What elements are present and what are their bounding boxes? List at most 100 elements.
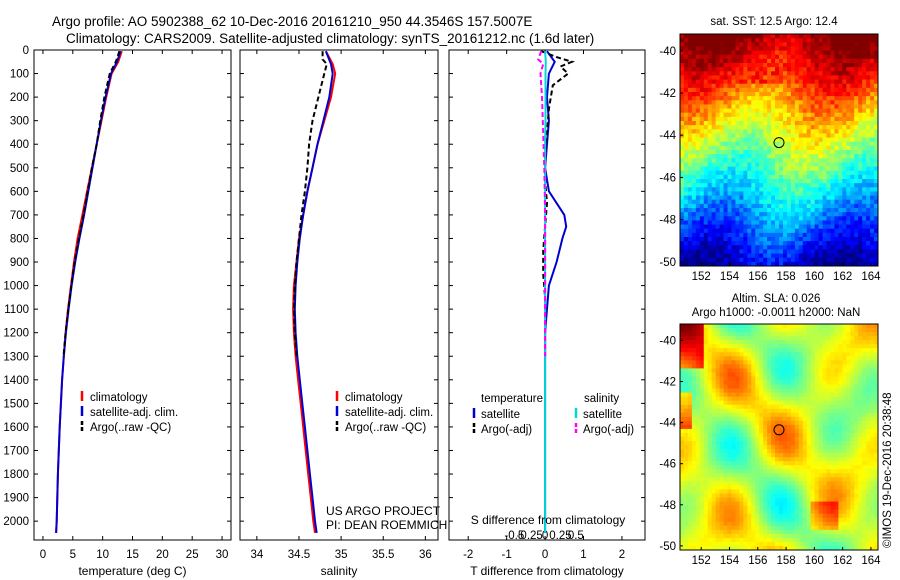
map-cell [786, 158, 792, 163]
map-cell [775, 208, 780, 213]
map-cell [735, 174, 740, 180]
map-cell [782, 183, 788, 188]
map-cell [687, 257, 693, 263]
map-cell [715, 83, 720, 89]
map-cell [794, 154, 800, 159]
map-cell [862, 75, 867, 80]
map-cell [755, 212, 760, 217]
map-cell [814, 372, 819, 377]
map-cell [763, 388, 768, 394]
map-cell [695, 473, 701, 478]
map-cell [838, 328, 843, 333]
map-cell [747, 58, 752, 64]
map-cell [818, 441, 823, 446]
map-cell [767, 396, 772, 402]
map-cell [862, 424, 867, 430]
map-cell [834, 203, 839, 209]
map-cell [751, 424, 756, 430]
map-cell [735, 179, 740, 184]
map-cell [739, 112, 744, 118]
map-cell [858, 344, 863, 349]
map-cell [870, 150, 875, 155]
map-cell [715, 253, 720, 259]
map-cell [680, 170, 685, 176]
map-cell [806, 75, 812, 80]
map-cell [711, 154, 717, 159]
map-cell [802, 336, 808, 341]
map-cell [715, 424, 720, 430]
map-cell [711, 195, 717, 201]
map-cell [763, 75, 768, 80]
map-cell [683, 469, 689, 474]
map-cell [874, 416, 879, 422]
map-cell [838, 465, 843, 470]
depth-tick-label: 0 [23, 45, 29, 57]
map-cell [870, 50, 875, 56]
map-cell [782, 42, 788, 47]
map-cell [798, 441, 804, 446]
map-cell [854, 212, 859, 217]
map-cell [850, 376, 855, 381]
map-cell [862, 183, 867, 188]
map-cell [862, 220, 867, 225]
map-cell [830, 432, 835, 438]
map-cell [735, 79, 740, 85]
map-cell [743, 100, 748, 105]
map-cell [739, 187, 744, 192]
map-cell [779, 133, 784, 138]
map-cell [755, 58, 760, 64]
map-cell [731, 449, 736, 454]
map-cell [699, 187, 705, 192]
map-cell [775, 388, 780, 394]
map-cell [759, 453, 764, 458]
map-cell [759, 92, 764, 97]
map-cell [790, 340, 796, 345]
map-cell [707, 158, 713, 163]
map-cell [866, 54, 871, 60]
map-cell [779, 141, 784, 147]
map-cell [782, 428, 788, 434]
map-cell [715, 412, 720, 418]
map-cell [767, 340, 772, 345]
map-cell [747, 199, 752, 205]
map-cell [695, 137, 701, 143]
map-cell [846, 344, 851, 349]
map-cell [739, 141, 744, 147]
map-cell [779, 457, 784, 462]
map-cell [767, 34, 772, 39]
map-cell [699, 162, 705, 167]
map-cell [707, 141, 713, 147]
map-cell [874, 224, 879, 230]
map-cell [763, 241, 768, 246]
map-cell [838, 384, 843, 389]
map-cell [838, 54, 843, 60]
map-cell [854, 408, 859, 414]
map-cell [874, 141, 879, 147]
map-cell [802, 376, 808, 381]
map-cell [699, 372, 705, 377]
map-cell [858, 79, 863, 85]
map-cell [850, 404, 855, 410]
map-cell [747, 133, 752, 138]
map-cell [866, 162, 871, 167]
map-cell [779, 449, 784, 454]
map-cell [683, 457, 689, 462]
map-cell [691, 253, 697, 259]
map-cell [759, 195, 764, 201]
map-cell [759, 473, 764, 478]
map-cell [743, 461, 748, 466]
map-cell [735, 71, 740, 76]
map-cell [775, 46, 780, 51]
map-cell [842, 166, 847, 172]
map-cell [711, 453, 717, 458]
map-cell [775, 174, 780, 180]
map-cell [798, 473, 804, 478]
map-cell [838, 71, 843, 76]
legend-label: Argo(..raw -QC) [90, 422, 171, 434]
map-cell [870, 208, 875, 213]
map-cell [858, 63, 863, 68]
map-cell [782, 187, 788, 192]
map-cell [814, 453, 819, 458]
map-cell [687, 237, 693, 242]
map-cell [699, 63, 705, 68]
